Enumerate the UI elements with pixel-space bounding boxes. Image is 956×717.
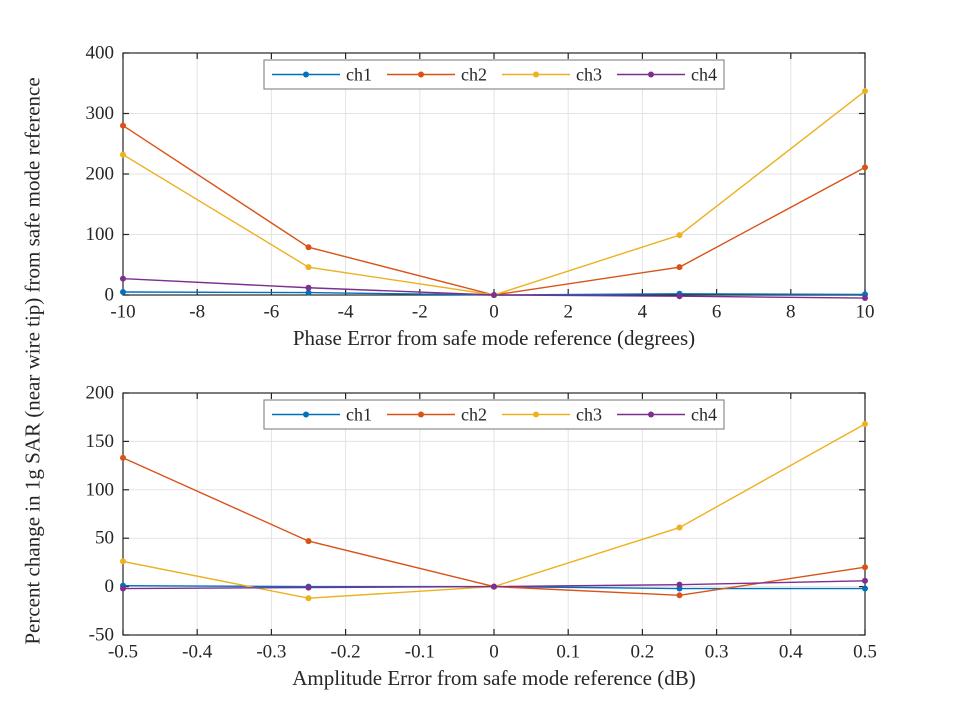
x-tick-label: 10 xyxy=(856,302,875,323)
series-ch4 xyxy=(120,275,868,302)
data-point-marker xyxy=(305,289,312,296)
legend-label: ch1 xyxy=(346,405,372,425)
x-tick-label: 4 xyxy=(638,302,648,323)
data-point-marker xyxy=(120,288,126,295)
y-tick-label: 400 xyxy=(86,43,115,64)
legend-marker xyxy=(533,411,539,418)
y-tick-label: 100 xyxy=(86,224,115,245)
data-point-marker xyxy=(305,284,312,291)
data-point-marker xyxy=(305,264,312,271)
x-axis-label: Phase Error from safe mode reference (de… xyxy=(293,326,695,350)
legend-label: ch3 xyxy=(576,65,602,85)
data-point-marker xyxy=(120,122,126,129)
x-tick-label: 0 xyxy=(489,642,499,663)
legend-box xyxy=(263,59,725,90)
data-point-marker xyxy=(862,585,868,592)
legend-marker xyxy=(418,411,424,418)
legend-marker xyxy=(648,71,654,78)
x-tick-label: -0.5 xyxy=(108,642,138,663)
x-tick-labels: -0.5 -0.4 -0.3 -0.2 -0.1 0 0.1 0.2 0.3 0.4 0.5 xyxy=(108,642,877,663)
data-point-marker xyxy=(491,583,497,590)
x-tick-label: 0.1 xyxy=(556,642,580,663)
data-point-marker xyxy=(676,232,683,239)
x-tick-label: -2 xyxy=(412,302,428,323)
data-point-marker xyxy=(676,524,683,531)
y-tick-label: 50 xyxy=(95,528,114,549)
legend-marker xyxy=(648,411,654,418)
legend-label: ch4 xyxy=(691,405,717,425)
data-point-marker xyxy=(676,264,683,271)
data-point-marker xyxy=(491,292,497,298)
series-ch4 xyxy=(120,577,868,592)
y-tick-label: 200 xyxy=(86,164,115,185)
legend-marker xyxy=(418,71,424,78)
x-tick-label: -0.1 xyxy=(405,642,435,663)
x-tick-label: 0.4 xyxy=(779,642,803,663)
x-tick-label: 8 xyxy=(786,302,796,323)
legend-marker xyxy=(303,411,309,418)
data-point-marker xyxy=(120,151,126,158)
x-tick-label: -8 xyxy=(189,302,205,323)
data-point-marker xyxy=(862,420,868,427)
data-point-marker xyxy=(120,585,126,592)
x-tick-label: -10 xyxy=(110,302,135,323)
x-tick-label: 2 xyxy=(563,302,573,323)
y-tick-labels: -50 0 50 100 150 200 xyxy=(86,383,115,646)
x-tick-label: -0.2 xyxy=(331,642,361,663)
data-point-marker xyxy=(862,564,868,571)
x-tick-label: 0.5 xyxy=(853,642,877,663)
x-tick-label: -0.3 xyxy=(256,642,286,663)
data-point-marker xyxy=(305,595,312,602)
data-point-marker xyxy=(862,88,868,95)
data-point-marker xyxy=(305,538,312,545)
data-point-marker xyxy=(120,558,126,565)
y-tick-label: 0 xyxy=(105,285,115,306)
data-point-marker xyxy=(120,454,126,461)
data-point-marker xyxy=(305,584,312,591)
x-tick-label: 6 xyxy=(712,302,722,323)
x-tick-label: -6 xyxy=(263,302,279,323)
legend-label: ch2 xyxy=(461,405,487,425)
y-tick-label: 200 xyxy=(86,383,115,404)
shared-y-axis-label: Percent change in 1g SAR (near wire tip)… xyxy=(20,77,45,645)
legend-marker xyxy=(303,71,309,78)
data-point-marker xyxy=(862,295,868,302)
x-tick-labels: -10 -8 -6 -4 -2 0 2 4 6 8 10 xyxy=(110,302,874,323)
legend-marker xyxy=(533,71,539,78)
data-point-marker xyxy=(862,577,868,584)
legend-label: ch3 xyxy=(576,405,602,425)
data-point-marker xyxy=(676,293,683,300)
legend: ch1 ch2 ch3 ch4 xyxy=(263,399,725,430)
x-tick-label: 0.2 xyxy=(631,642,655,663)
x-axis-label: Amplitude Error from safe mode reference… xyxy=(292,666,696,690)
legend-label: ch2 xyxy=(461,65,487,85)
x-tick-label: -0.4 xyxy=(182,642,213,663)
plot-area: -0.5 -0.4 -0.3 -0.2 -0.1 0 0.1 0.2 0.3 0.4 0.5 -50 0… xyxy=(86,383,877,691)
legend-label: ch4 xyxy=(691,65,717,85)
x-tick-label: 0.3 xyxy=(705,642,729,663)
legend: ch1 ch2 ch3 ch4 xyxy=(263,59,725,90)
y-tick-label: 0 xyxy=(105,576,115,597)
x-tick-label: -4 xyxy=(338,302,354,323)
y-tick-label: 100 xyxy=(86,479,115,500)
y-tick-label: 300 xyxy=(86,103,115,124)
y-tick-label: 150 xyxy=(86,431,115,452)
tick-marks xyxy=(122,392,866,636)
x-tick-label: 0 xyxy=(489,302,499,323)
legend-label: ch1 xyxy=(346,65,372,85)
y-tick-label: -50 xyxy=(89,625,114,646)
data-point-marker xyxy=(862,164,868,171)
data-point-marker xyxy=(120,275,126,282)
data-point-marker xyxy=(676,592,683,599)
data-point-marker xyxy=(305,244,312,251)
data-point-marker xyxy=(676,581,683,588)
y-tick-labels: 0 100 200 300 400 xyxy=(86,43,115,306)
